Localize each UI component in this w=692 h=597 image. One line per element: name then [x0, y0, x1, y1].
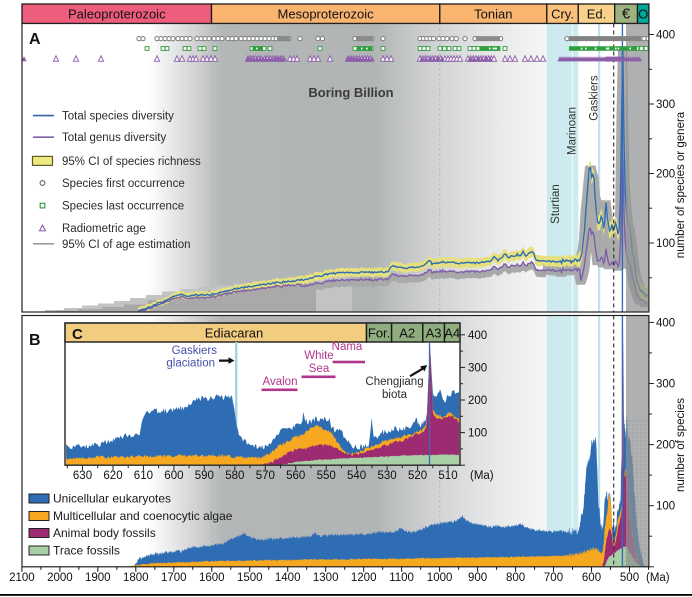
svg-text:620: 620 — [103, 470, 122, 482]
svg-text:number of species: number of species — [675, 398, 687, 492]
svg-text:550: 550 — [317, 470, 336, 482]
svg-text:(Ma): (Ma) — [646, 572, 670, 584]
svg-text:580: 580 — [225, 470, 244, 482]
svg-text:1000: 1000 — [427, 572, 453, 584]
svg-text:200: 200 — [656, 440, 675, 452]
svg-text:540: 540 — [347, 470, 366, 482]
svg-text:610: 610 — [134, 470, 153, 482]
svg-text:530: 530 — [378, 470, 397, 482]
svg-text:Species first occurrence: Species first occurrence — [62, 178, 185, 190]
svg-text:1500: 1500 — [237, 572, 263, 584]
svg-text:Gaskiers: Gaskiers — [589, 75, 601, 121]
svg-text:Total species diversity: Total species diversity — [62, 111, 174, 123]
svg-text:€: € — [622, 6, 631, 23]
svg-text:Ed.: Ed. — [587, 7, 607, 22]
svg-text:Nama: Nama — [332, 341, 363, 353]
svg-text:glaciation: glaciation — [166, 358, 215, 370]
svg-text:Chengjiang: Chengjiang — [365, 376, 423, 388]
svg-text:Unicellular eukaryotes: Unicellular eukaryotes — [53, 492, 171, 506]
svg-text:A: A — [29, 31, 41, 48]
svg-text:biota: biota — [382, 389, 408, 401]
svg-text:400: 400 — [468, 330, 487, 342]
svg-text:800: 800 — [506, 572, 525, 584]
svg-text:590: 590 — [195, 470, 214, 482]
svg-text:Radiometric age: Radiometric age — [62, 223, 146, 235]
svg-text:300: 300 — [656, 379, 675, 391]
svg-text:560: 560 — [286, 470, 305, 482]
svg-text:570: 570 — [256, 470, 275, 482]
svg-text:For.: For. — [368, 326, 390, 341]
svg-text:100: 100 — [656, 238, 675, 250]
svg-text:520: 520 — [408, 470, 427, 482]
svg-text:C: C — [72, 326, 83, 343]
svg-text:200: 200 — [468, 395, 487, 407]
svg-text:Species last occurrence: Species last occurrence — [62, 201, 184, 213]
svg-text:A4: A4 — [444, 326, 460, 341]
svg-text:Mesoproterozoic: Mesoproterozoic — [278, 7, 375, 22]
svg-text:O: O — [638, 7, 648, 22]
svg-text:A2: A2 — [399, 326, 415, 341]
svg-text:900: 900 — [468, 572, 487, 584]
svg-text:100: 100 — [468, 428, 487, 440]
svg-text:400: 400 — [656, 317, 675, 329]
svg-text:Cry.: Cry. — [551, 7, 574, 22]
svg-text:Ediacaran: Ediacaran — [205, 326, 264, 341]
svg-text:1900: 1900 — [85, 572, 111, 584]
svg-text:95% CI of age estimation: 95% CI of age estimation — [62, 239, 191, 251]
svg-text:Total genus diversity: Total genus diversity — [62, 132, 166, 144]
svg-text:600: 600 — [582, 572, 601, 584]
svg-text:Avalon: Avalon — [263, 376, 298, 388]
svg-text:Sea: Sea — [309, 363, 330, 375]
svg-text:Animal body fossils: Animal body fossils — [53, 526, 156, 540]
svg-text:Trace fossils: Trace fossils — [53, 544, 120, 558]
svg-text:Paleoproterozoic: Paleoproterozoic — [68, 7, 166, 22]
svg-text:600: 600 — [164, 470, 183, 482]
svg-text:500: 500 — [620, 572, 639, 584]
svg-text:1400: 1400 — [275, 572, 301, 584]
svg-text:1700: 1700 — [161, 572, 187, 584]
svg-text:Sturtian: Sturtian — [550, 184, 562, 224]
svg-text:630: 630 — [73, 470, 92, 482]
svg-text:1300: 1300 — [313, 572, 339, 584]
svg-text:Gaskiers: Gaskiers — [172, 345, 218, 357]
svg-text:300: 300 — [468, 362, 487, 374]
svg-text:2000: 2000 — [47, 572, 73, 584]
svg-text:B: B — [29, 332, 41, 349]
svg-text:White: White — [304, 350, 333, 362]
svg-text:Marinoan: Marinoan — [567, 107, 579, 155]
svg-text:A3: A3 — [426, 326, 442, 341]
svg-text:95% CI of species richness: 95% CI of species richness — [62, 156, 201, 168]
svg-text:700: 700 — [544, 572, 563, 584]
svg-text:number of species or genera: number of species or genera — [675, 111, 687, 258]
svg-text:Multicellular and coenocytic a: Multicellular and coenocytic algae — [53, 509, 233, 523]
svg-text:Tonian: Tonian — [474, 7, 512, 22]
svg-text:2100: 2100 — [9, 572, 35, 584]
svg-text:(Ma): (Ma) — [470, 470, 494, 482]
svg-text:1100: 1100 — [389, 572, 414, 584]
svg-text:Boring Billion: Boring Billion — [308, 85, 393, 100]
svg-text:510: 510 — [438, 470, 457, 482]
svg-text:1200: 1200 — [351, 572, 377, 584]
svg-text:200: 200 — [656, 169, 675, 181]
svg-text:1600: 1600 — [199, 572, 225, 584]
svg-text:1800: 1800 — [123, 572, 149, 584]
svg-text:100: 100 — [656, 501, 675, 513]
svg-text:300: 300 — [656, 99, 675, 111]
svg-text:400: 400 — [656, 30, 675, 42]
